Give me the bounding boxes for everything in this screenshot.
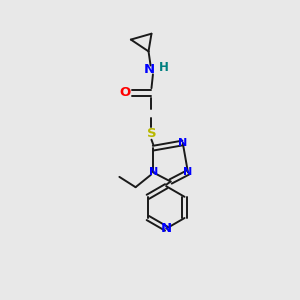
- Text: H: H: [159, 61, 169, 74]
- Text: N: N: [148, 167, 158, 178]
- Text: N: N: [183, 167, 193, 178]
- Text: S: S: [147, 127, 156, 140]
- Text: N: N: [160, 222, 172, 235]
- Text: N: N: [178, 138, 188, 148]
- Text: O: O: [119, 86, 130, 99]
- Text: N: N: [144, 62, 155, 76]
